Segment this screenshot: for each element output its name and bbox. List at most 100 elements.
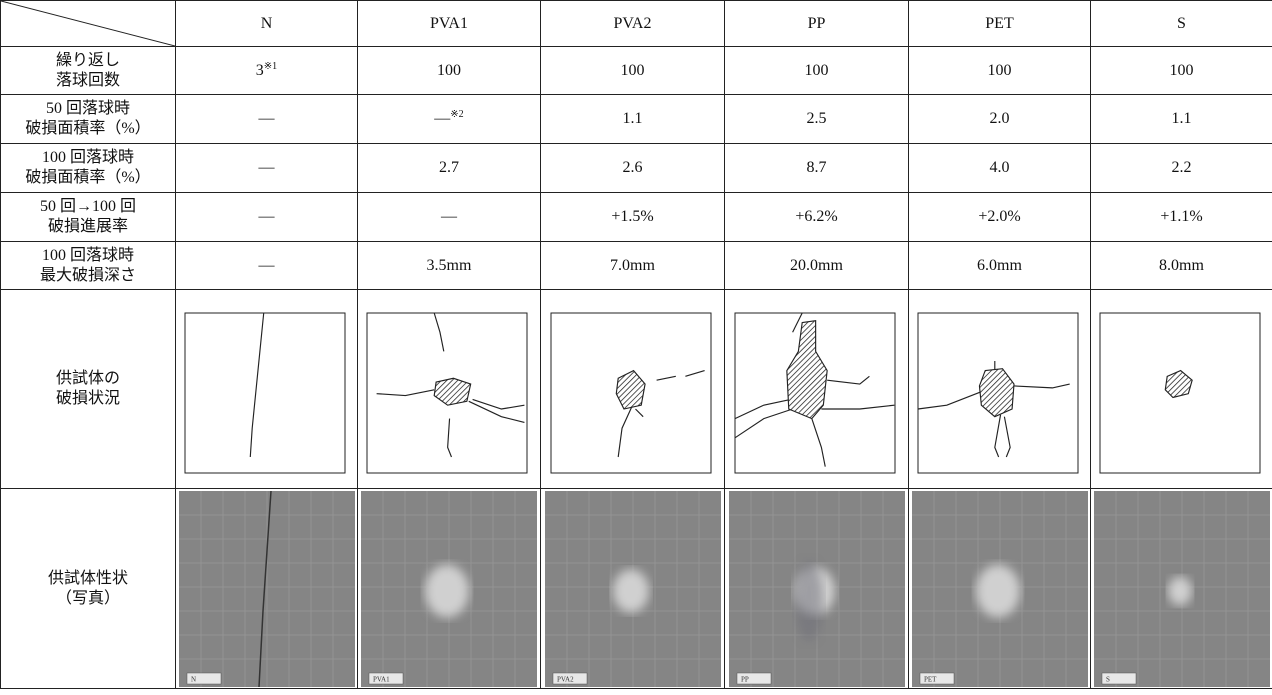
row-label-line: 破損状況 — [1, 389, 175, 409]
cell: —※2 — [358, 95, 541, 144]
cell: — — [176, 242, 358, 290]
row-label-line: （写真） — [1, 589, 175, 609]
cell: 1.1 — [541, 95, 725, 144]
photo-damage — [425, 564, 469, 617]
cell: 2.2 — [1091, 144, 1272, 193]
damage-sketch — [184, 301, 350, 477]
row-label-line: 破損面積率（%） — [1, 168, 175, 188]
diagonal-line — [1, 1, 175, 46]
photo-damage — [1168, 576, 1192, 605]
row-label: 50 回→100 回破損進展率 — [1, 193, 176, 242]
specimen-photo: PP — [729, 491, 905, 687]
row-label-line: 供試体の — [1, 369, 175, 389]
table-row: 供試体性状（写真） N PVA1 PVA2 PP PET S — [1, 489, 1272, 689]
row-label-line: 供試体性状 — [1, 569, 175, 589]
cell: 3※1 — [176, 47, 358, 95]
column-header: PET — [909, 1, 1091, 47]
cell: +2.0% — [909, 193, 1091, 242]
cell-value: — — [434, 110, 450, 127]
cell: 2.7 — [358, 144, 541, 193]
cell: 2.6 — [541, 144, 725, 193]
cell: — — [358, 193, 541, 242]
column-header: PP — [725, 1, 909, 47]
column-header: S — [1091, 1, 1272, 47]
specimen-outline — [185, 313, 345, 473]
photo-cell: N — [176, 489, 358, 689]
results-table: NPVA1PVA2PPPETS繰り返し落球回数3※110010010010010… — [0, 0, 1272, 689]
column-header: PVA1 — [358, 1, 541, 47]
cell: 8.7 — [725, 144, 909, 193]
photo-tag: N — [191, 675, 196, 683]
row-label: 供試体性状（写真） — [1, 489, 176, 689]
corner-cell — [1, 1, 176, 47]
row-label-line: 100 回落球時 — [1, 148, 175, 168]
photo-damage — [976, 564, 1020, 617]
cell-note: ※1 — [264, 61, 277, 72]
cell: 2.5 — [725, 95, 909, 144]
sketch-cell — [725, 290, 909, 489]
cell: — — [176, 144, 358, 193]
photo-cell: PVA2 — [541, 489, 725, 689]
damage-sketch — [917, 301, 1083, 477]
photo-tag: PP — [741, 675, 749, 683]
table-row: 供試体の破損状況 — [1, 290, 1272, 489]
cell: — — [176, 95, 358, 144]
sketch-cell — [541, 290, 725, 489]
page: NPVA1PVA2PPPETS繰り返し落球回数3※110010010010010… — [0, 0, 1272, 695]
row-label-line: 繰り返し — [1, 51, 175, 71]
column-header: PVA2 — [541, 1, 725, 47]
cell: 20.0mm — [725, 242, 909, 290]
table-row: 50 回→100 回破損進展率——+1.5%+6.2%+2.0%+1.1% — [1, 193, 1272, 242]
cell: +6.2% — [725, 193, 909, 242]
cell: 100 — [909, 47, 1091, 95]
cell: 100 — [541, 47, 725, 95]
row-label-line: 50 回落球時 — [1, 99, 175, 119]
cell: 7.0mm — [541, 242, 725, 290]
row-label-line: 100 回落球時 — [1, 246, 175, 266]
cell-value: 3 — [256, 62, 264, 79]
specimen-photo: PET — [912, 491, 1088, 687]
row-label: 100 回落球時最大破損深さ — [1, 242, 176, 290]
photo-tag: PVA2 — [557, 675, 574, 683]
photo-tag: PET — [924, 675, 937, 683]
row-label-line: 最大破損深さ — [1, 266, 175, 286]
row-label: 供試体の破損状況 — [1, 290, 176, 489]
photo-tag: PVA1 — [373, 675, 390, 683]
cell: +1.5% — [541, 193, 725, 242]
cell-note: ※2 — [450, 109, 463, 120]
specimen-photo: S — [1094, 491, 1270, 687]
photo-tag: S — [1106, 675, 1110, 683]
row-label: 繰り返し落球回数 — [1, 47, 176, 95]
sketch-cell — [176, 290, 358, 489]
photo-damage — [613, 569, 649, 612]
cell: 8.0mm — [1091, 242, 1272, 290]
sketch-cell — [1091, 290, 1272, 489]
photo-cell: PP — [725, 489, 909, 689]
sketch-cell — [909, 290, 1091, 489]
cell: 6.0mm — [909, 242, 1091, 290]
photo-cell: PET — [909, 489, 1091, 689]
cell: 100 — [1091, 47, 1272, 95]
damage-sketch — [550, 301, 716, 477]
cell: 100 — [725, 47, 909, 95]
row-label: 50 回落球時破損面積率（%） — [1, 95, 176, 144]
cell: — — [176, 193, 358, 242]
cell: 2.0 — [909, 95, 1091, 144]
cell: 1.1 — [1091, 95, 1272, 144]
cell: +1.1% — [1091, 193, 1272, 242]
sketch-cell — [358, 290, 541, 489]
damage-sketch — [366, 301, 532, 477]
row-label-line: 破損進展率 — [1, 217, 175, 237]
cell: 100 — [358, 47, 541, 95]
row-label-line: 落球回数 — [1, 71, 175, 91]
diagonal — [1, 1, 175, 46]
damage-sketch — [1099, 301, 1265, 477]
specimen-photo: N — [179, 491, 355, 687]
photo-cell: S — [1091, 489, 1272, 689]
row-label-line: 破損面積率（%） — [1, 119, 175, 139]
specimen-photo: PVA2 — [545, 491, 721, 687]
